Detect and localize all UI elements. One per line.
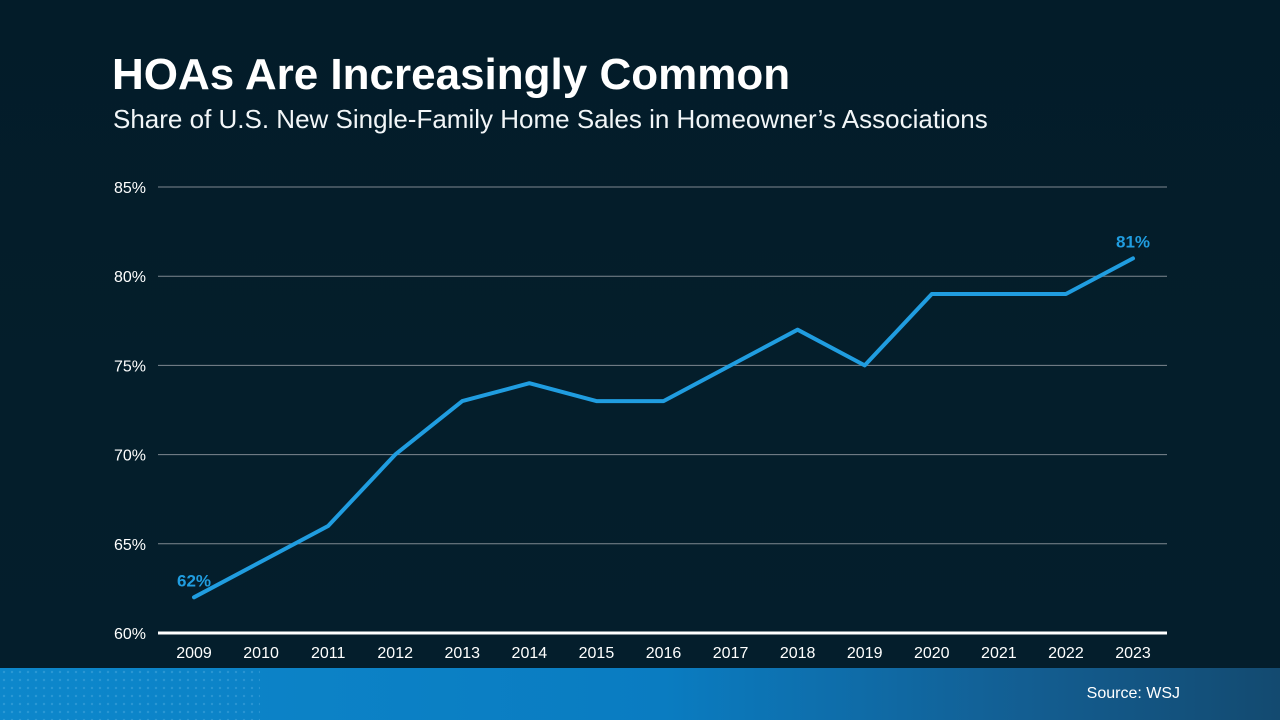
footer-dot-texture [0,668,260,720]
x-tick-label: 2010 [243,645,279,662]
x-tick-label: 2020 [914,645,950,662]
y-tick-label: 60% [114,626,146,643]
y-tick-label: 75% [114,358,146,375]
x-tick-label: 2013 [444,645,480,662]
data-point-label: 81% [1116,232,1150,251]
source-label: Source: WSJ [1086,685,1180,702]
x-tick-label: 2019 [847,645,883,662]
footer-bar: Source: WSJ [0,668,1280,720]
page-subtitle: Share of U.S. New Single-Family Home Sal… [113,104,988,134]
x-tick-label: 2012 [377,645,413,662]
y-tick-label: 85% [114,180,146,197]
line-chart: 60% 65% 70% 75% 80% 85% 2009 2010 2011 2012 2013 20… [114,180,1167,662]
x-tick-label: 2021 [981,645,1017,662]
x-tick-label: 2017 [713,645,749,662]
x-tick-label: 2023 [1115,645,1151,662]
data-point-label: 62% [177,571,211,590]
x-tick-label: 2009 [176,645,212,662]
y-tick-label: 80% [114,269,146,286]
x-tick-label: 2016 [646,645,682,662]
x-tick-label: 2011 [311,645,346,662]
x-tick-label: 2015 [579,645,615,662]
x-tick-label: 2022 [1048,645,1084,662]
x-tick-label: 2014 [512,645,548,662]
y-tick-label: 70% [114,448,146,465]
series-line [192,256,1135,600]
x-tick-label: 2018 [780,645,816,662]
page-title: HOAs Are Increasingly Common [112,50,791,99]
y-tick-label: 65% [114,537,146,554]
